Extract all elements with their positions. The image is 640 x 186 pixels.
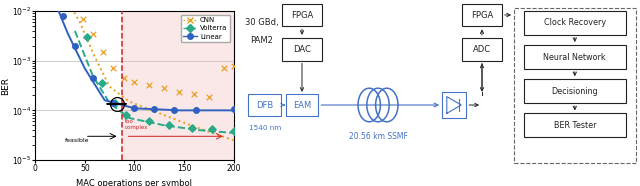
Point xyxy=(129,80,140,83)
Text: DFB: DFB xyxy=(256,100,273,110)
Text: FPGA: FPGA xyxy=(291,10,313,20)
FancyBboxPatch shape xyxy=(282,4,322,26)
Text: DAC: DAC xyxy=(293,45,311,54)
Point xyxy=(109,102,120,105)
Text: ADC: ADC xyxy=(473,45,491,54)
Point xyxy=(129,107,140,110)
Point xyxy=(228,130,239,133)
FancyBboxPatch shape xyxy=(248,94,281,116)
Text: too
complex: too complex xyxy=(124,119,148,130)
Point xyxy=(82,36,92,39)
FancyBboxPatch shape xyxy=(524,11,626,35)
Text: 1540 nm: 1540 nm xyxy=(249,125,281,131)
Point xyxy=(97,82,107,85)
Point xyxy=(204,95,214,98)
Point xyxy=(149,108,159,111)
Point xyxy=(164,124,174,127)
Point xyxy=(144,84,154,87)
Y-axis label: BER: BER xyxy=(1,77,10,94)
Point xyxy=(219,67,229,70)
Text: feasible: feasible xyxy=(65,138,90,143)
Point xyxy=(191,109,201,112)
FancyBboxPatch shape xyxy=(442,92,467,118)
Point xyxy=(119,76,129,79)
FancyBboxPatch shape xyxy=(462,38,502,61)
Point xyxy=(108,67,118,70)
FancyBboxPatch shape xyxy=(285,94,319,116)
FancyBboxPatch shape xyxy=(282,38,322,61)
Point xyxy=(88,32,98,35)
FancyBboxPatch shape xyxy=(524,113,626,137)
Point xyxy=(88,76,98,79)
Point xyxy=(70,44,80,47)
Point xyxy=(108,102,118,105)
FancyBboxPatch shape xyxy=(524,79,626,103)
Point xyxy=(58,15,68,17)
Point xyxy=(159,87,169,90)
FancyBboxPatch shape xyxy=(462,4,502,26)
Text: EAM: EAM xyxy=(293,100,311,110)
FancyBboxPatch shape xyxy=(524,45,626,69)
Point xyxy=(228,108,239,111)
Text: Clock Recovery: Clock Recovery xyxy=(544,18,606,27)
Point xyxy=(207,128,217,131)
Point xyxy=(189,93,199,96)
Point xyxy=(187,126,197,129)
Point xyxy=(144,120,154,123)
Text: PAM2: PAM2 xyxy=(251,36,273,45)
Legend: CNN, Volterra, Linear: CNN, Volterra, Linear xyxy=(180,15,230,42)
Point xyxy=(97,51,108,54)
Text: FPGA: FPGA xyxy=(471,10,493,20)
Point xyxy=(174,90,184,93)
Point xyxy=(77,17,88,20)
Text: Neural Network: Neural Network xyxy=(543,52,606,62)
X-axis label: MAC operations per symbol: MAC operations per symbol xyxy=(76,179,193,186)
Text: Decisioning: Decisioning xyxy=(552,87,598,96)
Text: BER Tester: BER Tester xyxy=(554,121,596,130)
Point xyxy=(228,64,239,67)
FancyBboxPatch shape xyxy=(514,8,636,163)
Bar xyxy=(122,11,234,160)
Point xyxy=(122,114,132,117)
Text: 30 GBd,: 30 GBd, xyxy=(245,18,279,27)
Point xyxy=(169,109,179,112)
Text: 20.56 km SSMF: 20.56 km SSMF xyxy=(349,132,408,141)
